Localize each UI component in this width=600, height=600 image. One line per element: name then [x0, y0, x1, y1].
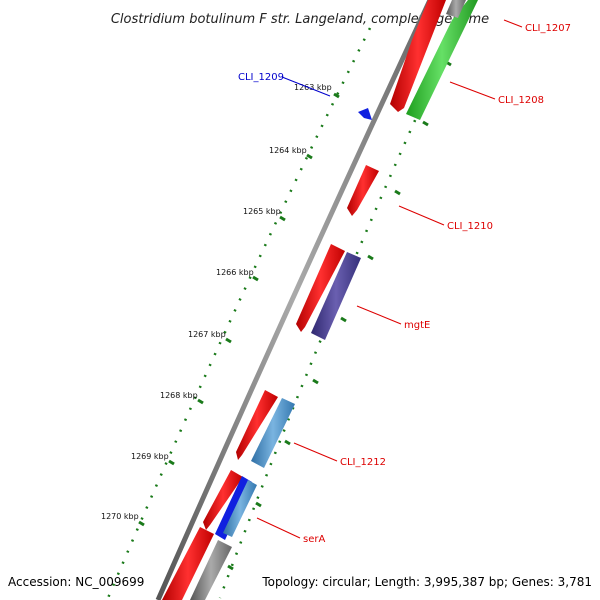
gene-label-mgte[interactable]: mgtE	[404, 320, 430, 331]
gene-feature-reverse-bottom[interactable]	[190, 540, 232, 600]
genome-summary-text: Topology: circular; Length: 3,995,387 bp…	[261, 575, 592, 589]
gene-feature-cli-1212[interactable]	[251, 398, 295, 468]
gene-feature-cli-1208[interactable]	[406, 0, 478, 120]
gene-feature-forward-bottom[interactable]	[162, 527, 214, 600]
accession-text: Accession: NC_009699	[8, 575, 144, 589]
gene-feature-mgte[interactable]	[311, 252, 361, 340]
reverse-strand-features	[190, 0, 478, 600]
map-title: Clostridium botulinum F str. Langeland, …	[111, 12, 489, 27]
gene-feature-cli-1210[interactable]	[347, 165, 379, 216]
gene-label-cli-1212[interactable]: CLI_1212	[340, 457, 386, 468]
gene-feature-cli-1209[interactable]	[358, 108, 372, 120]
gene-label-sera[interactable]: serA	[303, 534, 325, 545]
tick-label: 1264 kbp	[269, 146, 307, 155]
tick-label: 1266 kbp	[216, 268, 254, 277]
gene-feature-cli-1212-forward[interactable]	[236, 390, 278, 460]
gene-feature-sera-forward[interactable]	[203, 470, 243, 530]
gene-feature-top-gray[interactable]	[446, 0, 466, 18]
tick-label: 1268 kbp	[160, 391, 198, 400]
gene-label-cli-1210[interactable]: CLI_1210	[447, 221, 493, 232]
inner-major-ticks	[227, 60, 452, 571]
tick-labels: 1263 kbp 1264 kbp 1265 kbp 1266 kbp 1267…	[101, 83, 332, 521]
outer-major-ticks	[138, 92, 340, 527]
forward-strand-features	[162, 0, 446, 600]
tick-label: 1269 kbp	[131, 452, 169, 461]
tick-label: 1270 kbp	[101, 512, 139, 521]
tick-label: 1267 kbp	[188, 330, 226, 339]
gene-feature-cli-1207[interactable]	[390, 0, 446, 112]
gene-label-cli-1209[interactable]: CLI_1209	[238, 72, 284, 83]
gene-labels: CLI_1207 CLI_1208 CLI_1209 CLI_1210 mgtE…	[238, 23, 571, 545]
gene-feature-mgte-forward[interactable]	[296, 244, 345, 332]
gene-leader-lines	[256, 19, 523, 539]
gene-label-cli-1207[interactable]: CLI_1207	[525, 23, 571, 34]
gene-label-cli-1208[interactable]: CLI_1208	[498, 95, 544, 106]
tick-label: 1265 kbp	[243, 207, 281, 216]
tick-label: 1263 kbp	[294, 83, 332, 92]
gene-feature-sera-steel[interactable]	[223, 480, 257, 537]
genome-backbone	[155, 0, 433, 600]
